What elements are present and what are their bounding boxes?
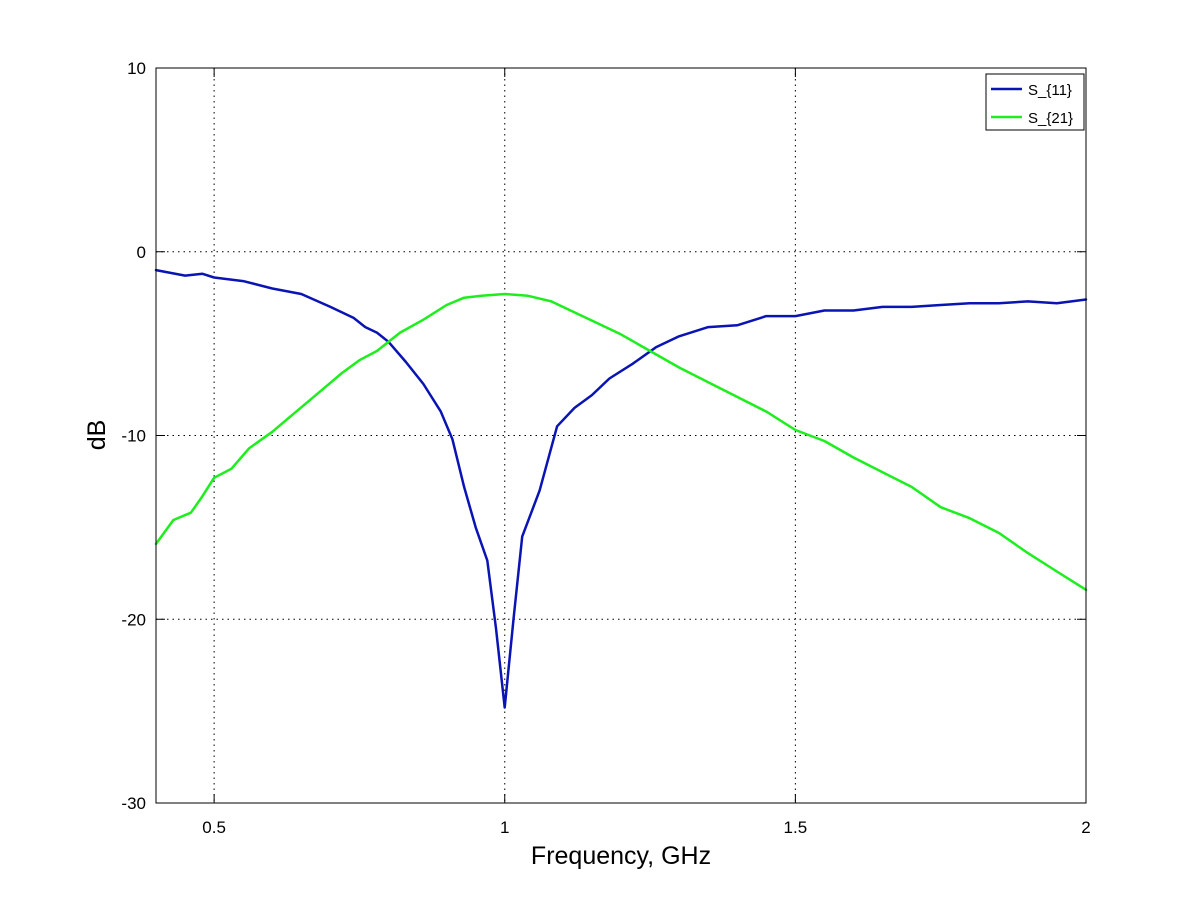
series-lines bbox=[154, 268, 1088, 709]
grid-lines bbox=[156, 68, 1086, 803]
legend: S_{11} S_{21} bbox=[985, 73, 1085, 131]
y-tick-label: -10 bbox=[121, 427, 146, 446]
y-tick-label: 10 bbox=[127, 59, 146, 78]
x-tick-label: 1.5 bbox=[784, 818, 808, 837]
series-line-s21 bbox=[154, 292, 1088, 592]
x-tick-label: 2 bbox=[1081, 818, 1090, 837]
x-axis-label: Frequency, GHz bbox=[531, 842, 711, 870]
series-line-s11 bbox=[154, 268, 1088, 709]
y-tick-label: -30 bbox=[121, 794, 146, 813]
legend-label-s21: S_{21} bbox=[1028, 110, 1073, 127]
x-tick-label: 1 bbox=[500, 818, 509, 837]
axis-ticks: 0.5 1 1.5 2 10 0 -10 -20 -30 bbox=[121, 59, 1090, 837]
y-axis-label: dB bbox=[83, 420, 111, 451]
y-tick-label: 0 bbox=[137, 243, 146, 262]
legend-box bbox=[985, 73, 1085, 131]
y-tick-label: -20 bbox=[121, 610, 146, 629]
legend-label-s11: S_{11} bbox=[1028, 82, 1072, 99]
x-tick-label: 0.5 bbox=[202, 818, 226, 837]
